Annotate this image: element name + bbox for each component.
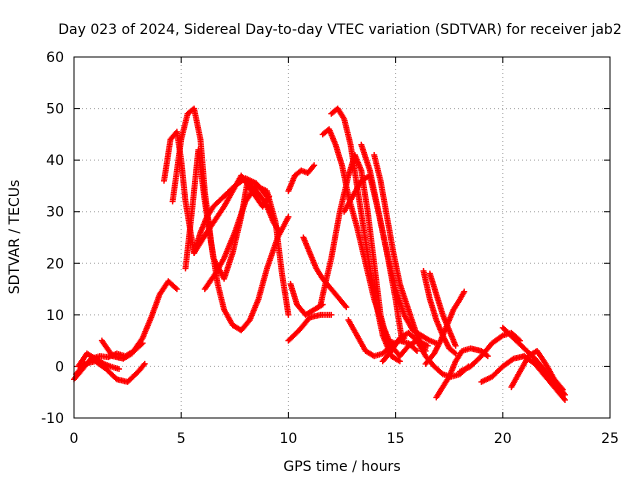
series-arc-9 bbox=[191, 172, 273, 256]
series-arc-22 bbox=[420, 268, 459, 357]
data-point bbox=[140, 362, 147, 369]
series-arc-12 bbox=[287, 280, 326, 318]
series-arc-24 bbox=[433, 345, 491, 401]
y-axis-label: SDTVAR / TECUs bbox=[7, 180, 23, 295]
data-point bbox=[560, 390, 567, 397]
plot-frame bbox=[73, 56, 611, 419]
data-point bbox=[311, 162, 318, 169]
y-tick-label: 20 bbox=[46, 256, 64, 272]
data-point bbox=[172, 285, 179, 291]
axis-ticks: 0 5 10 15 20 25 -10 0 10 20 30 40 50 60 bbox=[41, 50, 619, 447]
series-arc-11 bbox=[285, 311, 335, 344]
series-arc-16 bbox=[328, 105, 403, 365]
series-arc-4 bbox=[98, 278, 180, 362]
data-point bbox=[328, 311, 335, 318]
chart-title: Day 023 of 2024, Sidereal Day-to-day VTE… bbox=[58, 22, 621, 38]
series-arc-23 bbox=[426, 270, 459, 349]
data-point bbox=[266, 193, 273, 200]
y-tick-label: 0 bbox=[55, 359, 64, 375]
data-point bbox=[560, 395, 567, 402]
data-point bbox=[343, 304, 350, 311]
data-points bbox=[71, 105, 568, 403]
x-tick-label: 20 bbox=[494, 431, 512, 447]
data-point bbox=[116, 366, 123, 373]
x-tick-label: 10 bbox=[279, 431, 297, 447]
x-axis-label: GPS time / hours bbox=[283, 459, 400, 475]
y-tick-label: 30 bbox=[46, 205, 64, 221]
x-tick-label: 0 bbox=[70, 431, 79, 447]
series-arc-3 bbox=[75, 350, 123, 373]
data-point bbox=[484, 353, 491, 360]
series-arc-13 bbox=[300, 234, 350, 311]
series-arc-19 bbox=[371, 152, 429, 354]
y-tick-label: 40 bbox=[46, 153, 64, 169]
x-tick-label: 5 bbox=[177, 431, 186, 447]
data-point bbox=[414, 347, 421, 354]
y-tick-label: 10 bbox=[46, 308, 64, 324]
data-point bbox=[412, 346, 419, 353]
data-point bbox=[561, 391, 568, 398]
data-point bbox=[173, 286, 180, 293]
series-arc-25 bbox=[422, 288, 468, 367]
y-tick-label: 50 bbox=[46, 102, 64, 118]
data-point bbox=[396, 358, 403, 365]
data-point bbox=[561, 396, 568, 403]
x-tick-label: 15 bbox=[387, 431, 405, 447]
data-point bbox=[285, 311, 292, 318]
series-arc-10 bbox=[285, 162, 318, 195]
data-point bbox=[452, 342, 459, 349]
data-point bbox=[285, 213, 292, 220]
y-tick-label: -10 bbox=[41, 411, 64, 427]
data-point bbox=[559, 386, 566, 393]
x-tick-label: 25 bbox=[601, 431, 619, 447]
series-arc-2 bbox=[73, 358, 148, 385]
data-point bbox=[141, 360, 148, 367]
data-point bbox=[461, 288, 468, 295]
y-tick-label: 60 bbox=[46, 50, 64, 66]
series-arc-29 bbox=[508, 348, 566, 393]
